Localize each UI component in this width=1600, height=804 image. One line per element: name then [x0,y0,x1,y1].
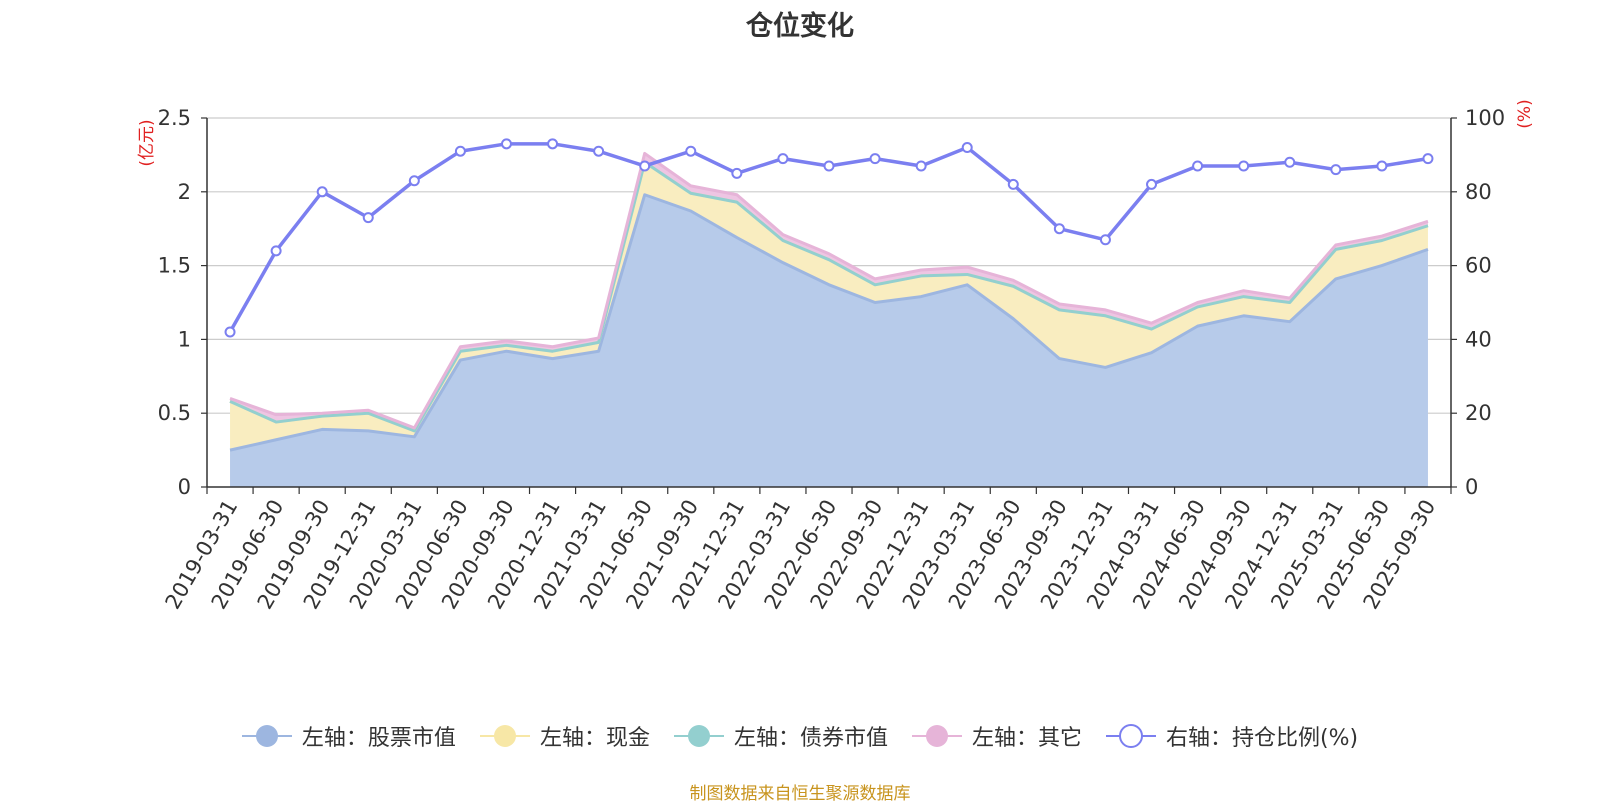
left-tick-label: 2 [178,180,191,204]
legend-item[interactable]: 左轴：其它 [911,720,1082,752]
area-左轴：股票市值 [230,194,1428,487]
data-point [777,153,789,165]
legend-label: 左轴：其它 [971,726,1082,751]
area-左轴：现金 [230,162,1428,451]
legend-label: 左轴：债券市值 [733,726,888,751]
left-tick-label: 0.5 [158,401,191,425]
data-point [593,145,605,157]
right-tick-label: 100 [1465,106,1505,130]
data-point [1007,178,1019,190]
line-左轴：债券市值 [229,160,1429,433]
right-tick-label: 0 [1465,475,1478,499]
data-point [362,212,374,224]
chart-title: 仓位变化 [746,11,854,42]
right-tick-label: 40 [1465,327,1492,351]
legend-swatch-icon [479,725,530,747]
data-point [500,138,512,150]
left-tick-label: 0 [178,475,191,499]
data-point [731,167,743,179]
data-point [685,145,697,157]
data-point [823,160,835,172]
source-note: 制图数据来自恒生聚源数据库 [689,784,911,804]
data-point [1422,153,1434,165]
legend-item[interactable]: 左轴：股票市值 [241,720,456,752]
right-axis-label: (%) [1515,99,1535,128]
legend-swatch-icon [1105,724,1156,748]
data-point [224,326,236,338]
data-point [1330,164,1342,176]
data-point [915,160,927,172]
data-point [270,245,282,257]
data-point [1376,160,1388,172]
data-point [1284,156,1296,168]
data-point [869,153,881,165]
legend-label: 左轴：现金 [539,726,650,751]
data-point [1192,160,1204,172]
data-point [408,175,420,187]
left-axis-label: (亿元) [137,119,157,166]
data-point [1053,223,1065,235]
legend-label: 右轴：持仓比例(%) [1165,726,1359,751]
data-point [1099,234,1111,246]
data-point [1238,160,1250,172]
data-point [316,186,328,198]
data-point [961,142,973,154]
legend-swatch-icon [911,725,962,747]
data-point [454,145,466,157]
chart-legend: 左轴：股票市值 左轴：现金 左轴：债券市值 左轴：其它 右轴：持仓比例(%) [0,720,1600,752]
legend-item[interactable]: 左轴：现金 [479,720,650,752]
left-tick-label: 2.5 [158,106,191,130]
line-左轴：股票市值 [229,193,1429,452]
line-左轴：其它 [229,151,1429,430]
legend-item[interactable]: 左轴：债券市值 [673,720,888,752]
left-tick-label: 1 [178,327,191,351]
right-tick-label: 20 [1465,401,1492,425]
legend-label: 左轴：股票市值 [301,726,456,751]
legend-swatch-icon [673,725,724,747]
data-point [547,138,559,150]
legend-swatch-icon [241,725,292,747]
right-tick-label: 60 [1465,254,1492,278]
data-point [1146,178,1158,190]
left-tick-label: 1.5 [158,254,191,278]
right-tick-label: 80 [1465,180,1492,204]
data-point [639,160,651,172]
legend-item[interactable]: 右轴：持仓比例(%) [1105,720,1359,752]
